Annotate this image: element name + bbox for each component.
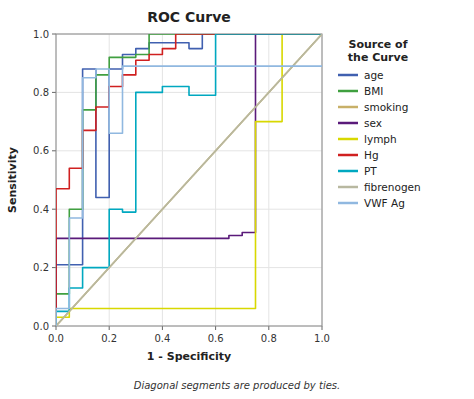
tick-label: 0.8 <box>33 87 49 98</box>
roc-curve <box>56 34 322 326</box>
tick <box>109 326 110 330</box>
tick <box>56 326 57 330</box>
legend-swatch <box>338 90 358 93</box>
legend-label: BMI <box>364 85 383 97</box>
legend-label: age <box>364 69 384 81</box>
tick-label: 0.4 <box>154 333 170 344</box>
title: ROC Curve <box>147 9 231 25</box>
grid <box>56 34 322 326</box>
roc-curve <box>56 34 322 326</box>
legend-swatch <box>338 186 358 189</box>
legend-swatch <box>338 202 358 205</box>
roc-curve <box>56 34 322 326</box>
roc-curve <box>56 66 322 326</box>
tick <box>52 92 56 93</box>
tick <box>162 326 163 330</box>
legend-label: fibrenogen <box>364 181 421 193</box>
grid-line <box>56 209 322 210</box>
legend-swatch <box>338 138 358 141</box>
tick-label: 0.2 <box>101 333 117 344</box>
tick <box>215 326 216 330</box>
legend-swatch <box>338 154 358 157</box>
roc-curve <box>56 34 322 326</box>
tick-label: 0.8 <box>261 333 277 344</box>
roc-curve <box>56 34 322 326</box>
tick-label: 0.0 <box>48 333 64 344</box>
roc-curve <box>56 34 322 326</box>
tick-label: 0.4 <box>33 204 49 215</box>
reference-line <box>56 34 322 326</box>
tick-label: 0.2 <box>33 262 49 273</box>
tick <box>52 150 56 151</box>
x-axis-label: 1 - Specificity <box>147 350 231 363</box>
legend-title: Source ofthe Curve <box>348 38 408 64</box>
tick-label: 0.6 <box>33 145 49 156</box>
legend-swatch <box>338 106 358 109</box>
tick <box>322 326 323 330</box>
tick-label: 0.6 <box>208 333 224 344</box>
footnote: Diagonal segments are produced by ties. <box>134 380 340 391</box>
y-axis-label: Sensitivity <box>6 147 19 213</box>
legend-label: Hg <box>364 149 379 161</box>
legend-swatch <box>338 74 358 77</box>
grid-line <box>162 34 163 326</box>
chart: 0.0 0.2 0.4 0.6 0.8 1.0 0.0 0.2 0.4 0.6 0.8 1.0 ROC … <box>0 0 474 399</box>
legend-label: PT <box>364 165 377 177</box>
tick <box>52 267 56 268</box>
legend-title-line: the Curve <box>348 51 408 64</box>
tick-label: 1.0 <box>314 333 330 344</box>
grid-line <box>268 34 269 326</box>
tick-label: 0.0 <box>33 321 49 332</box>
plot-area <box>56 34 322 326</box>
legend-label: smoking <box>364 101 408 113</box>
roc-curve <box>56 34 322 326</box>
legend-label: sex <box>364 117 382 129</box>
tick <box>52 34 56 35</box>
legend-swatch <box>338 170 358 173</box>
plot-frame <box>56 34 322 326</box>
tick <box>52 209 56 210</box>
legend-label: lymph <box>364 133 397 145</box>
axes: 0.0 0.2 0.4 0.6 0.8 1.0 0.0 0.2 0.4 0.6 0.8 1.0 <box>33 29 330 345</box>
tick-label: 1.0 <box>33 29 49 40</box>
legend: Source ofthe Curve age BMI smoking sex lymph H… <box>338 38 421 209</box>
tick <box>268 326 269 330</box>
legend-swatch <box>338 122 358 125</box>
legend-title-line: Source of <box>349 38 408 51</box>
roc-curve <box>56 34 322 326</box>
series-group <box>56 34 322 326</box>
legend-label: VWF Ag <box>364 197 405 209</box>
tick <box>52 326 56 327</box>
